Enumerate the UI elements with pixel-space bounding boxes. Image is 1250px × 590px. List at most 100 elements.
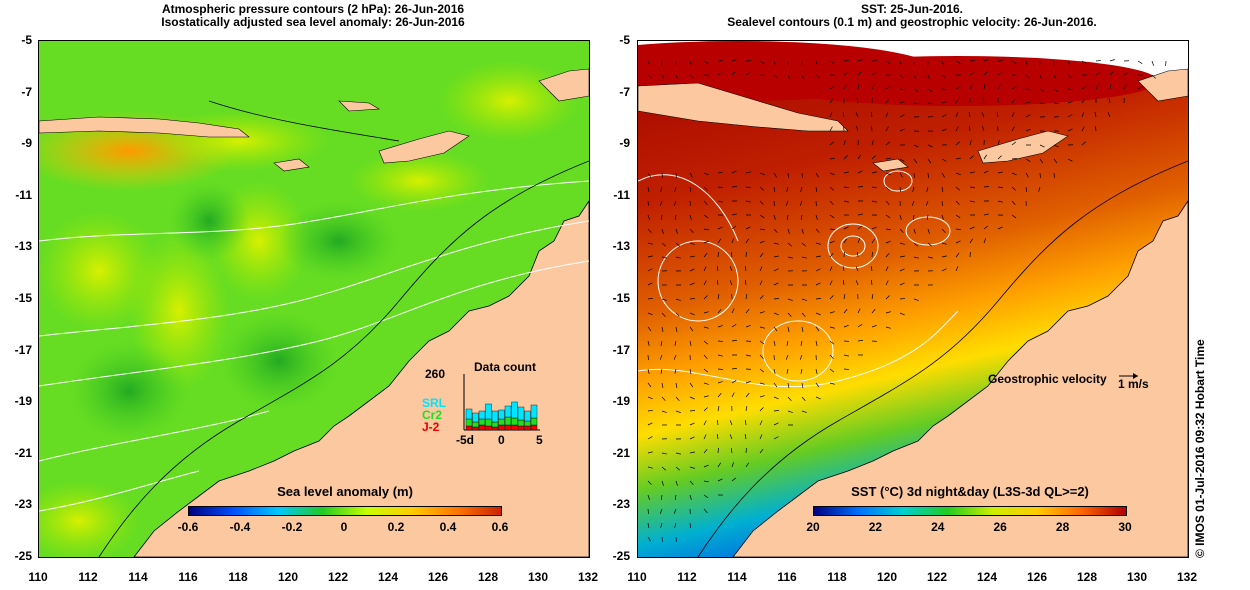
sst-map-canvas: [638, 41, 1188, 557]
velocity-arrow: [857, 154, 862, 160]
velocity-arrow: [829, 60, 835, 64]
velocity-arrow: [731, 392, 735, 398]
right-y-tick-6: -17: [612, 342, 630, 357]
velocity-arrow: [927, 88, 933, 93]
velocity-arrow: [885, 186, 890, 191]
sla-colorbar-title: Sea level anomaly (m): [277, 484, 413, 499]
velocity-arrow: [1053, 102, 1059, 105]
velocity-arrow: [689, 368, 692, 374]
left-y-tick-5: -15: [14, 291, 32, 305]
velocity-arrow: [829, 280, 833, 286]
velocity-arrow: [829, 214, 835, 219]
velocity-arrow: [870, 112, 873, 118]
velocity-arrow: [913, 102, 919, 105]
velocity-arrow: [647, 466, 653, 469]
velocity-arrow: [1053, 88, 1059, 93]
histogram-bar: [485, 425, 492, 431]
velocity-arrow: [675, 312, 680, 317]
velocity-arrow: [661, 256, 667, 259]
velocity-arrow: [981, 112, 985, 118]
velocity-arrow: [661, 326, 664, 332]
velocity-arrow: [673, 508, 677, 514]
velocity-arrow: [885, 200, 890, 205]
velocity-arrow: [1038, 186, 1041, 192]
velocity-arrow: [759, 172, 765, 176]
velocity-arrow: [983, 213, 989, 216]
sst-map[interactable]: [637, 40, 1189, 558]
velocity-arrow: [983, 71, 988, 76]
data-count-title: Data count: [474, 360, 537, 374]
histogram-bar: [478, 410, 486, 420]
velocity-arrow: [885, 295, 890, 300]
velocity-arrow: [1025, 158, 1031, 162]
data-count-series-j2: J-2: [422, 420, 440, 434]
velocity-arrow: [675, 480, 678, 486]
data-count-tick-5: 5: [536, 433, 543, 447]
velocity-arrow: [661, 396, 666, 401]
velocity-arrow: [759, 214, 765, 219]
velocity-arrow: [997, 226, 1003, 230]
velocity-arrow: [745, 226, 751, 230]
velocity-arrow: [801, 298, 807, 301]
velocity-arrow: [647, 297, 653, 300]
velocity-arrow: [773, 297, 780, 300]
velocity-arrow: [969, 125, 971, 132]
velocity-arrow: [1053, 158, 1058, 164]
velocity-arrow: [731, 59, 737, 62]
right-x-tick-0: 110: [627, 570, 647, 584]
velocity-arrow: [857, 324, 863, 328]
velocity-arrow: [703, 172, 709, 176]
velocity-arrow: [829, 368, 835, 373]
velocity-arrow: [773, 326, 778, 332]
velocity-arrow: [787, 396, 792, 401]
velocity-arrow: [731, 308, 735, 314]
velocity-arrow: [899, 172, 903, 178]
velocity-arrow: [661, 410, 667, 413]
histogram-bar: [517, 406, 525, 421]
velocity-arrow: [983, 238, 987, 244]
velocity-arrow: [855, 280, 859, 286]
velocity-arrow: [745, 406, 748, 412]
velocity-arrow: [703, 240, 709, 244]
velocity-arrow: [1081, 86, 1087, 90]
velocity-arrow: [773, 74, 779, 79]
velocity-arrow: [660, 340, 663, 346]
velocity-arrow: [731, 213, 737, 216]
velocity-arrow: [913, 256, 919, 259]
left-x-tick-5: 120: [277, 570, 299, 584]
velocity-arrow: [969, 155, 974, 160]
velocity-arrow: [729, 266, 733, 272]
sla-colorbar-tick-2: -0.2: [281, 520, 303, 534]
velocity-arrow: [759, 295, 764, 300]
velocity-arrow: [955, 126, 959, 132]
left-x-tick-11: 132: [577, 570, 599, 584]
velocity-arrow: [955, 266, 959, 272]
velocity-arrow: [815, 282, 821, 286]
velocity-arrow: [899, 228, 904, 233]
velocity-arrow: [689, 228, 694, 233]
velocity-arrow: [912, 214, 915, 220]
velocity-arrow: [647, 494, 650, 500]
velocity-arrow: [731, 324, 737, 328]
velocity-arrow: [1081, 141, 1086, 146]
velocity-arrow: [857, 339, 863, 342]
velocity-arrow: [647, 340, 650, 346]
right-y-tick-10: -25: [612, 549, 630, 563]
velocity-arrow: [927, 158, 932, 164]
velocity-arrow: [729, 280, 733, 286]
velocity-arrow: [1067, 74, 1073, 79]
velocity-arrow: [647, 312, 653, 316]
velocity-arrow: [941, 60, 945, 66]
left-x-tick-2: 114: [128, 570, 148, 584]
velocity-arrow: [969, 72, 975, 76]
velocity-arrow: [815, 255, 821, 258]
right-x-tick-5: 120: [876, 570, 898, 584]
velocity-arrow: [675, 382, 678, 388]
sea-level-map[interactable]: [38, 40, 590, 558]
velocity-arrow: [773, 60, 777, 66]
velocity-arrow: [1025, 60, 1029, 66]
right-x-tick-7: 124: [976, 570, 998, 584]
velocity-arrow: [759, 448, 764, 454]
velocity-arrow: [842, 266, 845, 272]
velocity-arrow: [647, 396, 653, 400]
